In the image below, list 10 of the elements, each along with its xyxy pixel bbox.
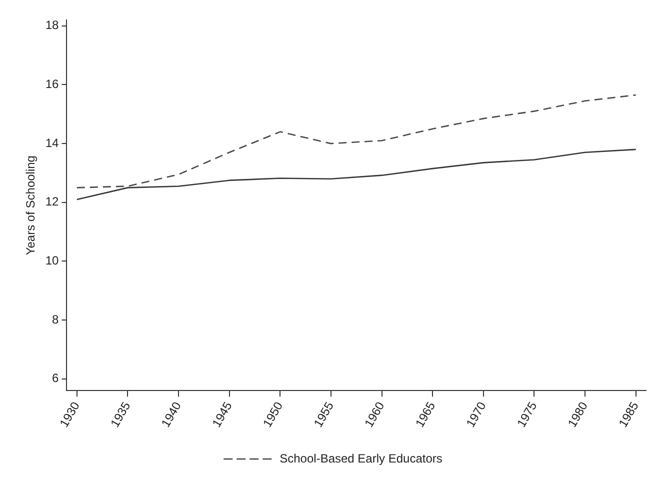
- line-series: [76, 94, 636, 188]
- y-tick-label: 6: [52, 371, 60, 386]
- y-tick-label: 8: [52, 312, 60, 326]
- y-tick-label: 18: [45, 18, 60, 32]
- y-tick-label: 16: [45, 77, 60, 92]
- y-tick-label: 12: [45, 194, 60, 209]
- y-tick-label: 10: [45, 254, 60, 268]
- legend-label: School-Based Early Educators: [280, 451, 442, 466]
- y-tick-label: 14: [45, 136, 60, 150]
- y-axis-title: Years of Schooling: [24, 156, 38, 256]
